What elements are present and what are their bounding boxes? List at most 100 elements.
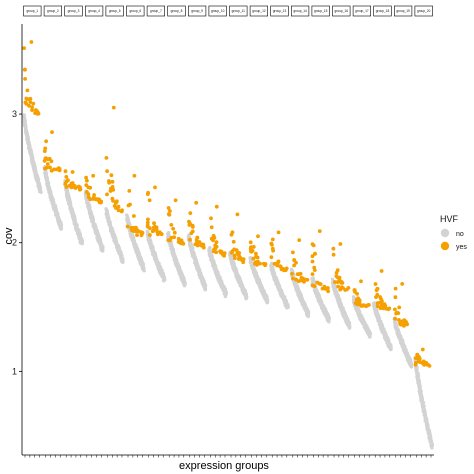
point-no — [24, 125, 28, 129]
facet-strip-box — [188, 5, 207, 17]
facet-strip-label: group_17 — [355, 9, 369, 13]
facet-strip-box — [249, 5, 269, 17]
point-yes — [301, 277, 305, 281]
point-yes — [199, 243, 204, 248]
facet-strip-box — [229, 5, 248, 17]
facet-strip-box — [208, 5, 227, 17]
facet-strip-box — [373, 5, 392, 17]
point-yes — [128, 202, 132, 207]
point-yes — [139, 233, 144, 238]
point-no — [162, 275, 167, 279]
point-yes — [42, 159, 47, 163]
point-yes — [139, 230, 144, 235]
facet-strip-label: group_12 — [252, 9, 266, 13]
point-no — [368, 332, 372, 337]
point-yes — [188, 211, 193, 216]
point-yes — [85, 178, 89, 183]
point-no — [38, 187, 42, 192]
point-no — [59, 224, 63, 229]
point-yes — [23, 67, 27, 72]
point-yes — [187, 219, 191, 224]
point-no — [101, 245, 105, 249]
point-yes — [269, 255, 274, 260]
facet-strip-8: group_8 — [167, 5, 186, 17]
point-yes — [291, 276, 295, 281]
point-yes — [111, 188, 116, 192]
facet-strip-box — [126, 5, 145, 17]
point-yes — [190, 229, 195, 234]
point-yes — [248, 246, 253, 251]
point-yes — [213, 243, 218, 248]
point-yes — [147, 198, 152, 203]
point-yes — [86, 195, 91, 200]
point-yes — [63, 169, 68, 174]
facet-strip-box — [23, 5, 42, 17]
point-yes — [171, 226, 176, 231]
facet-strip-3: group_3 — [64, 5, 83, 17]
point-yes — [276, 230, 281, 235]
facet-strip-2: group_2 — [43, 5, 62, 17]
point-yes — [359, 304, 364, 308]
facet-strip-box — [105, 5, 124, 17]
point-yes — [151, 225, 156, 230]
point-no — [286, 304, 290, 308]
point-yes — [335, 268, 340, 273]
point-no — [80, 241, 85, 246]
point-yes — [263, 263, 267, 268]
point-no — [49, 190, 53, 194]
point-yes — [135, 233, 139, 238]
point-yes — [110, 179, 115, 184]
point-yes — [238, 255, 242, 260]
point-yes — [70, 170, 75, 174]
point-yes — [146, 217, 150, 222]
point-yes — [255, 263, 259, 267]
point-yes — [291, 250, 295, 255]
point-no — [163, 278, 167, 282]
facet-strip-box — [311, 5, 330, 17]
point-yes — [338, 242, 343, 246]
point-yes — [120, 208, 124, 213]
point-yes — [91, 173, 96, 178]
point-yes — [214, 204, 219, 209]
point-yes — [310, 272, 315, 276]
point-yes — [292, 263, 296, 268]
facet-strip-box — [167, 5, 186, 17]
point-yes — [194, 200, 199, 205]
point-yes — [28, 96, 33, 101]
point-no — [203, 284, 208, 288]
facet-strip-box — [270, 5, 289, 17]
data-points — [22, 40, 434, 450]
point-yes — [152, 221, 156, 226]
point-yes — [105, 192, 109, 197]
point-yes — [313, 252, 317, 256]
point-yes — [25, 88, 30, 93]
point-yes — [169, 235, 174, 240]
point-yes — [169, 223, 174, 227]
point-yes — [195, 243, 200, 248]
point-yes — [50, 130, 54, 135]
point-yes — [354, 297, 359, 302]
facet-strip-18: group_18 — [373, 5, 392, 17]
facet-strip-label: group_19 — [396, 9, 410, 13]
point-yes — [111, 105, 116, 110]
point-yes — [64, 179, 69, 184]
point-yes — [315, 280, 320, 285]
facet-strip-label: group_7 — [150, 9, 162, 13]
point-yes — [311, 243, 316, 248]
point-yes — [256, 234, 260, 239]
facet-strip-7: group_7 — [146, 5, 166, 17]
point-yes — [153, 185, 157, 190]
point-no — [80, 239, 85, 243]
point-no — [244, 297, 248, 301]
point-yes — [235, 212, 240, 217]
facet-strip-box — [85, 5, 104, 17]
facet-strip-label: group_8 — [171, 9, 183, 13]
facet-strip-label: group_14 — [293, 9, 307, 13]
point-yes — [270, 246, 275, 251]
point-yes — [297, 238, 302, 243]
facet-strip-box — [393, 5, 413, 17]
point-yes — [145, 192, 150, 197]
point-yes — [47, 156, 52, 161]
point-yes — [211, 233, 216, 238]
point-yes — [112, 204, 117, 208]
